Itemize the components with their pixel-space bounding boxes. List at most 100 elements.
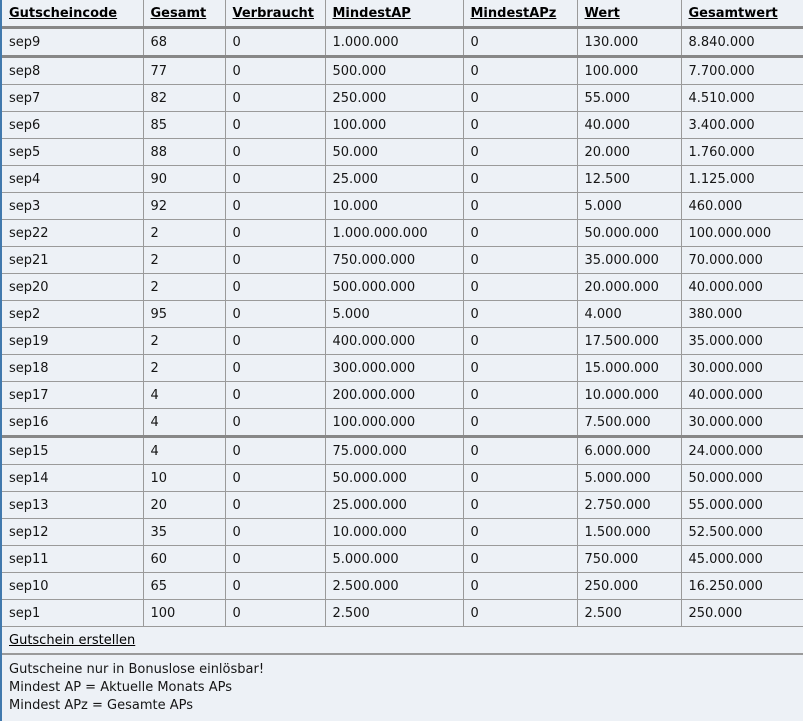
table-row: sep22 2 0 1.000.000.000 0 50.000.000 100.000.0… xyxy=(2,219,803,247)
cell-gesamt: 85 xyxy=(143,111,226,139)
sort-link-verbraucht[interactable]: Verbraucht xyxy=(232,5,315,21)
cell-wert: 15.000.000 xyxy=(577,354,682,382)
sort-link-mindestap[interactable]: MindestAP xyxy=(332,5,411,21)
sort-link-mindestapz[interactable]: MindestAPz xyxy=(470,5,557,21)
cell-wert: 10.000.000 xyxy=(577,381,682,409)
cell-gesamtwert: 30.000.000 xyxy=(688,360,763,376)
cell-gesamtwert: 3.400.000 xyxy=(688,117,755,133)
cell-code: sep7 xyxy=(2,84,144,112)
cell-mindest_apz: 0 xyxy=(463,354,578,382)
column-header-mindestap: MindestAP xyxy=(325,0,464,29)
sort-link-gutscheincode[interactable]: Gutscheincode xyxy=(9,5,118,21)
cell-gesamt: 82 xyxy=(143,84,226,112)
cell-gesamt: 2 xyxy=(143,327,226,355)
cell-gesamt: 95 xyxy=(143,300,226,328)
cell-mindest_ap: 400.000.000 xyxy=(325,327,464,355)
sort-link-gesamtwert[interactable]: Gesamtwert xyxy=(688,5,778,21)
sort-link-gesamt[interactable]: Gesamt xyxy=(150,5,207,21)
cell-wert: 50.000.000 xyxy=(577,219,682,247)
cell-wert: 130.000 xyxy=(577,27,682,57)
cell-gesamtwert: 40.000.000 xyxy=(688,387,763,403)
cell-wert: 5.000.000 xyxy=(577,464,682,492)
cell-wert: 2.500 xyxy=(577,599,682,627)
cell-gesamtwert: 8.840.000 xyxy=(688,34,755,50)
cell-mindest_apz: 0 xyxy=(463,518,578,546)
cell-gesamtwert: 250.000 xyxy=(688,605,743,621)
cell-verbraucht: 0 xyxy=(225,273,326,301)
cell-wert: 20.000 xyxy=(577,138,682,166)
cell-mindest_apz: 0 xyxy=(463,300,578,328)
cell-gesamt: 35 xyxy=(143,518,226,546)
cell-gesamt: 10 xyxy=(143,464,226,492)
cell-verbraucht: 0 xyxy=(225,491,326,519)
table-row: sep18 2 0 300.000.000 0 15.000.000 30.000.000 xyxy=(2,354,803,382)
cell-wert: 100.000 xyxy=(577,56,682,85)
cell-gesamtwert: 40.000.000 xyxy=(688,279,763,295)
cell-mindest_apz: 0 xyxy=(463,84,578,112)
cell-mindest_apz: 0 xyxy=(463,599,578,627)
cell-mindest_apz: 0 xyxy=(463,327,578,355)
column-header-gesamtwert: Gesamtwert xyxy=(681,0,803,29)
cell-gesamt: 77 xyxy=(143,56,226,85)
cell-verbraucht: 0 xyxy=(225,27,326,57)
cell-gesamt: 2 xyxy=(143,219,226,247)
column-header-verbraucht: Verbraucht xyxy=(225,0,326,29)
cell-gesamtwert: 16.250.000 xyxy=(688,578,763,594)
column-header-mindestapz: MindestAPz xyxy=(463,0,578,29)
cell-mindest_ap: 200.000.000 xyxy=(325,381,464,409)
cell-code: sep5 xyxy=(2,138,144,166)
cell-wert: 40.000 xyxy=(577,111,682,139)
cell-gesamtwert: 70.000.000 xyxy=(688,252,763,268)
cell-mindest_apz: 0 xyxy=(463,27,578,57)
table-row: sep15 4 0 75.000.000 0 6.000.000 24.000.000 xyxy=(2,436,803,465)
cell-mindest_apz: 0 xyxy=(463,165,578,193)
create-voucher-link[interactable]: Gutschein erstellen xyxy=(9,632,136,648)
cell-code: sep20 xyxy=(2,273,144,301)
table-row: sep3 92 0 10.000 0 5.000 460.000 xyxy=(2,192,803,220)
sort-link-wert[interactable]: Wert xyxy=(584,5,620,21)
cell-code: sep19 xyxy=(2,327,144,355)
cell-gesamt: 60 xyxy=(143,545,226,573)
cell-gesamt: 2 xyxy=(143,354,226,382)
cell-verbraucht: 0 xyxy=(225,545,326,573)
cell-code: sep9 xyxy=(2,27,144,57)
table-row: sep4 90 0 25.000 0 12.500 1.125.000 xyxy=(2,165,803,193)
cell-mindest_apz: 0 xyxy=(463,545,578,573)
column-header-gesamt: Gesamt xyxy=(143,0,226,29)
cell-mindest_ap: 5.000 xyxy=(325,300,464,328)
cell-mindest_apz: 0 xyxy=(463,246,578,274)
cell-mindest_ap: 500.000 xyxy=(325,56,464,85)
cell-mindest_apz: 0 xyxy=(463,381,578,409)
cell-verbraucht: 0 xyxy=(225,381,326,409)
cell-wert: 12.500 xyxy=(577,165,682,193)
cell-verbraucht: 0 xyxy=(225,192,326,220)
voucher-table-body: sep9 68 0 1.000.000 0 130.000 8.840.000 sep8 77 0… xyxy=(2,27,803,627)
cell-code: sep15 xyxy=(2,436,144,465)
cell-mindest_apz: 0 xyxy=(463,408,578,437)
cell-mindest_apz: 0 xyxy=(463,436,578,465)
table-row: sep7 82 0 250.000 0 55.000 4.510.000 xyxy=(2,84,803,112)
table-row: sep20 2 0 500.000.000 0 20.000.000 40.000.000 xyxy=(2,273,803,301)
cell-gesamtwert: 380.000 xyxy=(688,306,743,322)
cell-wert: 2.750.000 xyxy=(577,491,682,519)
cell-gesamt: 68 xyxy=(143,27,226,57)
cell-wert: 5.000 xyxy=(577,192,682,220)
cell-gesamtwert: 50.000.000 xyxy=(688,470,763,486)
cell-verbraucht: 0 xyxy=(225,599,326,627)
cell-gesamtwert: 100.000.000 xyxy=(688,225,772,241)
cell-mindest_ap: 750.000.000 xyxy=(325,246,464,274)
cell-mindest_ap: 300.000.000 xyxy=(325,354,464,382)
cell-mindest_ap: 1.000.000.000 xyxy=(325,219,464,247)
cell-gesamt: 4 xyxy=(143,436,226,465)
table-row: sep2 95 0 5.000 0 4.000 380.000 xyxy=(2,300,803,328)
cell-mindest_ap: 2.500.000 xyxy=(325,572,464,600)
note-mindest-ap: Mindest AP = Aktuelle Monats APs xyxy=(9,680,232,695)
cell-gesamtwert: 1.760.000 xyxy=(688,144,755,160)
cell-mindest_apz: 0 xyxy=(463,111,578,139)
cell-mindest_apz: 0 xyxy=(463,138,578,166)
cell-gesamtwert: 24.000.000 xyxy=(688,443,763,459)
cell-code: sep17 xyxy=(2,381,144,409)
cell-mindest_ap: 50.000 xyxy=(325,138,464,166)
table-row: sep6 85 0 100.000 0 40.000 3.400.000 xyxy=(2,111,803,139)
cell-wert: 55.000 xyxy=(577,84,682,112)
